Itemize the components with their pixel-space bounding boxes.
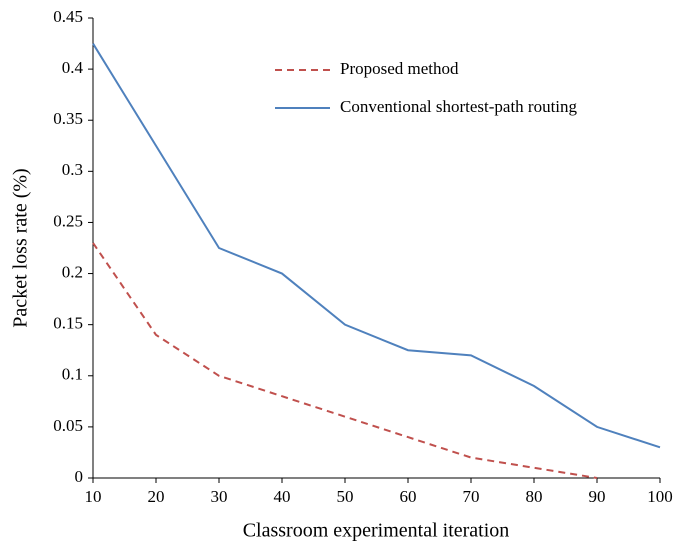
y-tick-label: 0.2 [62, 262, 83, 281]
x-tick-label: 100 [647, 487, 673, 506]
y-tick-label: 0.05 [53, 416, 83, 435]
x-axis-label: Classroom experimental iteration [243, 520, 510, 542]
y-tick-label: 0.3 [62, 160, 83, 179]
x-tick-label: 40 [274, 487, 291, 506]
legend-label: Proposed method [340, 59, 459, 78]
y-tick-label: 0.25 [53, 211, 83, 230]
series-line [92, 242, 598, 479]
x-tick-label: 90 [589, 487, 606, 506]
y-axis-label: Packet loss rate (%) [10, 168, 32, 327]
x-tick-label: 60 [400, 487, 417, 506]
y-tick-label: 0.1 [62, 365, 83, 384]
x-tick-label: 50 [337, 487, 354, 506]
y-tick-label: 0 [75, 467, 84, 486]
x-tick-label: 80 [526, 487, 543, 506]
x-tick-label: 30 [211, 487, 228, 506]
legend-label: Conventional shortest-path routing [340, 97, 578, 116]
y-tick-label: 0.4 [62, 58, 84, 77]
x-tick-label: 10 [85, 487, 102, 506]
x-tick-label: 70 [463, 487, 480, 506]
x-tick-label: 20 [148, 487, 165, 506]
y-tick-label: 0.45 [53, 7, 83, 26]
y-tick-label: 0.15 [53, 314, 83, 333]
series-line [92, 43, 661, 449]
y-tick-label: 0.35 [53, 109, 83, 128]
